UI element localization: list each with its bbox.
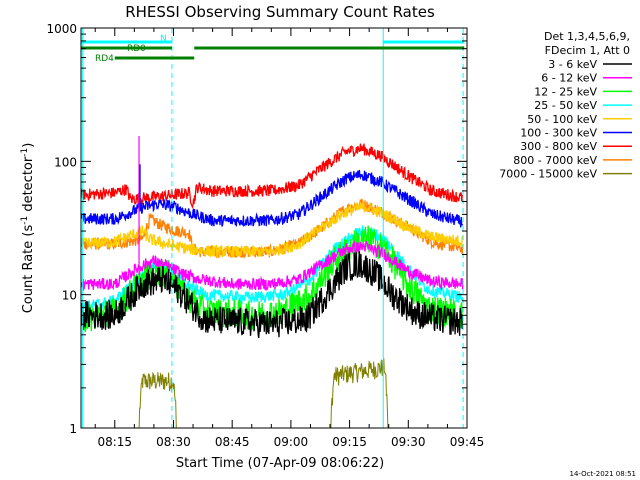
chart-title: RHESSI Observing Summary Count Rates xyxy=(125,3,435,21)
legend-entry-label: 12 - 25 keV xyxy=(534,85,597,98)
x-tick-label: 09:30 xyxy=(391,435,426,449)
y-axis-label-sup2: -1 xyxy=(20,148,30,157)
legend: Det 1,3,4,5,6,9, FDecim 1, Att 0 3 - 6 k… xyxy=(499,30,632,181)
axes-layer: 08:15 08:30 08:45 09:00 09:15 09:30 09:45 1 10 10… xyxy=(46,22,484,449)
x-tick-label: 08:30 xyxy=(156,435,191,449)
x-tick-label: 08:15 xyxy=(97,435,132,449)
legend-entry-label: 3 - 6 keV xyxy=(548,58,597,71)
y-axis-label-sup1: -1 xyxy=(20,216,30,225)
legend-entry-label: 25 - 50 keV xyxy=(534,99,597,112)
legend-entry-label: 6 - 12 keV xyxy=(541,72,597,85)
x-tick-label: 09:15 xyxy=(332,435,367,449)
legend-entry-label: 100 - 300 keV xyxy=(520,127,597,140)
legend-header-line-1: Det 1,3,4,5,6,9, xyxy=(544,30,630,43)
y-tick-label: 100 xyxy=(54,155,77,169)
y-tick-label: 1 xyxy=(69,422,77,436)
plot-frame xyxy=(80,27,468,429)
series-layer xyxy=(80,135,464,429)
legend-entry-label: 300 - 800 keV xyxy=(520,140,597,153)
x-tick-label: 09:00 xyxy=(274,435,309,449)
y-axis-label-mid: detector xyxy=(21,156,36,216)
x-tick-label: 08:45 xyxy=(215,435,250,449)
series-line xyxy=(80,201,464,258)
y-axis-label-end: ) xyxy=(21,143,36,148)
y-axis-label-main: Count Rate (s xyxy=(21,225,36,314)
legend-header-line-2: FDecim 1, Att 0 xyxy=(545,44,630,57)
legend-entry-label: 7000 - 15000 keV xyxy=(499,168,597,181)
overlay-layer: N RD0 RD4 xyxy=(81,28,465,428)
legend-entry-label: 50 - 100 keV xyxy=(527,113,597,126)
y-axis-label: Count Rate (s-1 detector-1) xyxy=(20,143,36,314)
y-tick-label: 10 xyxy=(62,289,77,303)
x-tick-label: 09:45 xyxy=(450,435,485,449)
legend-entry-label: 800 - 7000 keV xyxy=(513,154,597,167)
x-axis-label: Start Time (07-Apr-09 08:06:22) xyxy=(176,456,384,471)
series-line xyxy=(80,239,464,292)
y-tick-label: 1000 xyxy=(46,22,77,36)
series-line xyxy=(80,169,464,228)
series-line xyxy=(80,143,464,209)
flag-annotation: RD4 xyxy=(95,54,114,64)
series-line xyxy=(80,251,464,339)
flag-annotation: RD0 xyxy=(127,44,146,54)
flag-annotation: N xyxy=(160,34,167,44)
series-line xyxy=(81,358,463,429)
timestamp: 14-Oct-2021 08:51 xyxy=(570,470,636,478)
